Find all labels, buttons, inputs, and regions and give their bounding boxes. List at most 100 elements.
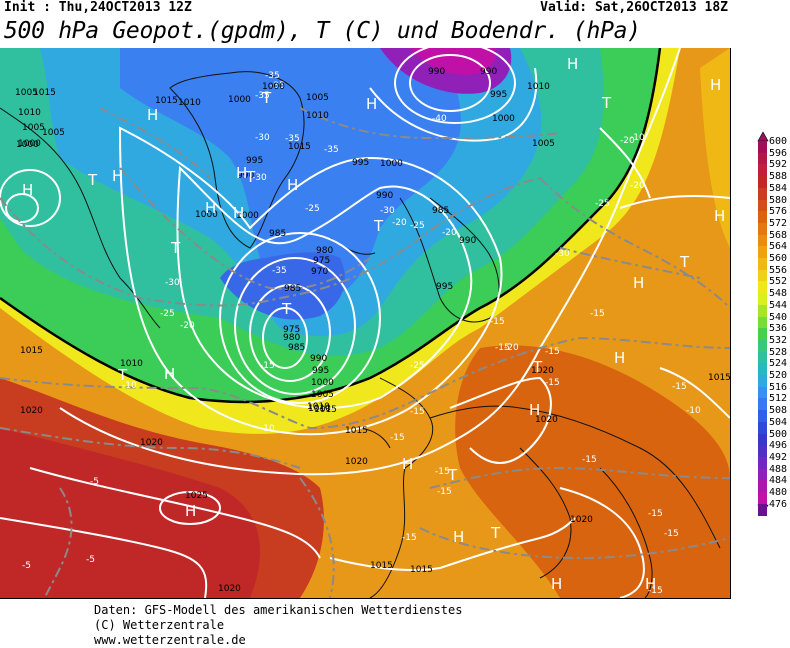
colorbar-swatch-552 bbox=[758, 281, 767, 294]
low-pressure-marker: T bbox=[87, 171, 98, 189]
isobar-label: 1000 bbox=[16, 140, 39, 150]
isobar-label: 1020 bbox=[218, 584, 241, 594]
colorbar-swatch-500 bbox=[758, 433, 767, 446]
low-pressure-marker: T bbox=[373, 217, 384, 235]
low-pressure-marker: T bbox=[261, 89, 272, 107]
footer-data-source: Daten: GFS-Modell des amerikanischen Wet… bbox=[94, 603, 463, 617]
isobar-label: 990 bbox=[237, 171, 254, 181]
colorbar-swatch-512 bbox=[758, 398, 767, 411]
isobar-label: 1005 bbox=[311, 390, 334, 400]
high-pressure-marker: H bbox=[147, 106, 158, 124]
low-pressure-marker: T bbox=[117, 366, 128, 384]
high-pressure-marker: H bbox=[233, 204, 244, 222]
temperature-label: -25 bbox=[595, 199, 610, 209]
isobar-label: 990 bbox=[376, 191, 393, 201]
temperature-label: -15 bbox=[545, 378, 560, 388]
temperature-label: -35 bbox=[255, 91, 270, 101]
colorbar-swatch-484 bbox=[758, 480, 767, 493]
isobar-label: 1015 bbox=[345, 426, 368, 436]
colorbar-swatch-564 bbox=[758, 246, 767, 259]
temperature-label: -15 bbox=[435, 467, 450, 477]
isobar-label: 995 bbox=[490, 90, 507, 100]
high-pressure-marker: H bbox=[710, 76, 721, 94]
colorbar-swatch-536 bbox=[758, 328, 767, 341]
temperature-label: -30 bbox=[165, 278, 180, 288]
colorbar-swatch-588 bbox=[758, 176, 767, 189]
temperature-label: -35 bbox=[285, 134, 300, 144]
colorbar-swatch-504 bbox=[758, 421, 767, 434]
temperature-label: -30 bbox=[555, 249, 570, 259]
temperature-label: -15 bbox=[260, 361, 275, 371]
temperature-label: -20 bbox=[442, 228, 457, 238]
colorbar-swatch-548 bbox=[758, 293, 767, 306]
colorbar-label-596: 596 bbox=[769, 147, 788, 159]
temperature-label: -30 bbox=[255, 133, 270, 143]
colorbar-label-572: 572 bbox=[769, 217, 788, 229]
high-pressure-marker: H bbox=[453, 528, 464, 546]
high-pressure-marker: H bbox=[112, 167, 123, 185]
chart-title: 500 hPa Geopot.(gpdm), T (C) und Bodendr… bbox=[4, 18, 641, 44]
footer: Daten: GFS-Modell des amerikanischen Wet… bbox=[94, 603, 462, 648]
isobar-label: 1000 bbox=[18, 139, 41, 149]
colorbar-swatch-576 bbox=[758, 211, 767, 224]
isobar-label: 1005 bbox=[15, 88, 38, 98]
isobar-label: 1005 bbox=[306, 93, 329, 103]
colorbar-label-528: 528 bbox=[769, 346, 788, 358]
colorbar-label-516: 516 bbox=[769, 381, 788, 393]
colorbar-label-560: 560 bbox=[769, 253, 788, 264]
temperature-label: -10 bbox=[686, 406, 701, 416]
colorbar-swatch-476 bbox=[758, 503, 767, 516]
colorbar-label-488: 488 bbox=[769, 463, 788, 475]
temperature-label: -15 bbox=[437, 487, 452, 497]
weather-map: -35 -35 -35 -30 -35 -30 -25 -20 -35 -30 -25 -20 -15-… bbox=[0, 48, 731, 599]
field-blue bbox=[120, 48, 461, 301]
isobar-label: 1005 bbox=[22, 123, 45, 133]
colorbar-label-548: 548 bbox=[769, 288, 788, 300]
isobar-label: 975 bbox=[283, 325, 300, 335]
colorbar-swatch-580 bbox=[758, 199, 767, 212]
colorbar-legend: 600 596 592 588 584 580 576 572 568 564 560 556 552 5… bbox=[755, 131, 789, 516]
temperature-label: -5 bbox=[86, 555, 95, 565]
temperature-label: -35 bbox=[272, 266, 287, 276]
colorbar-swatch-600 bbox=[758, 141, 767, 154]
temperature-label: -5 bbox=[22, 561, 31, 571]
colorbar-swatch-492 bbox=[758, 456, 767, 470]
temperature-labels: -35-35-35-30-35-30-25-20-35-30-25-20-15-… bbox=[22, 71, 701, 596]
temperature-label: -25 bbox=[410, 221, 425, 231]
low-pressure-marker: T bbox=[490, 524, 501, 542]
high-pressure-marker: H bbox=[287, 176, 298, 194]
isobar-label: 1010 bbox=[307, 402, 330, 412]
temperature-label: -10 bbox=[630, 133, 645, 143]
low-pressure-marker: T bbox=[601, 94, 612, 112]
high-pressure-marker: H bbox=[551, 575, 562, 593]
temperature-label: -25 bbox=[305, 204, 320, 214]
colorbar-label-600: 600 bbox=[769, 136, 788, 147]
isobar-label: 1010 bbox=[120, 359, 143, 369]
colorbar-swatch-528 bbox=[758, 351, 767, 364]
temperature-label: -10 bbox=[260, 424, 275, 434]
isobar-label: 1020 bbox=[535, 415, 558, 425]
high-pressure-marker: H bbox=[402, 455, 413, 473]
high-pressure-marker: H bbox=[529, 401, 540, 419]
colorbar-swatch-584 bbox=[758, 187, 767, 200]
isotherms bbox=[0, 107, 730, 598]
high-pressure-marker: H bbox=[714, 207, 725, 225]
isobar-label: 1015 bbox=[155, 96, 178, 106]
isobar-label: 990 bbox=[310, 354, 327, 364]
colorbar-label-476: 476 bbox=[769, 498, 788, 510]
colorbar-label-520: 520 bbox=[769, 370, 788, 381]
colorbar-label-584: 584 bbox=[769, 182, 788, 194]
isobar-label: 1000 bbox=[492, 114, 515, 124]
isobar-label: 1015 bbox=[288, 142, 311, 152]
high-pressure-marker: H bbox=[236, 164, 247, 182]
colorbar-label-484: 484 bbox=[769, 475, 788, 487]
colorbar-label-500: 500 bbox=[769, 428, 788, 440]
high-pressure-marker: H bbox=[185, 502, 196, 520]
weather-map-svg: -35-35-35-30-35-30-25-20-35-30-25-20-15-… bbox=[0, 48, 730, 598]
isobar-label: 980 bbox=[316, 246, 333, 256]
isobars bbox=[0, 48, 730, 598]
colorbar-swatch-488 bbox=[758, 468, 767, 481]
field-magenta bbox=[410, 48, 496, 75]
colorbar-label-592: 592 bbox=[769, 159, 788, 171]
high-pressure-marker: H bbox=[205, 199, 216, 217]
